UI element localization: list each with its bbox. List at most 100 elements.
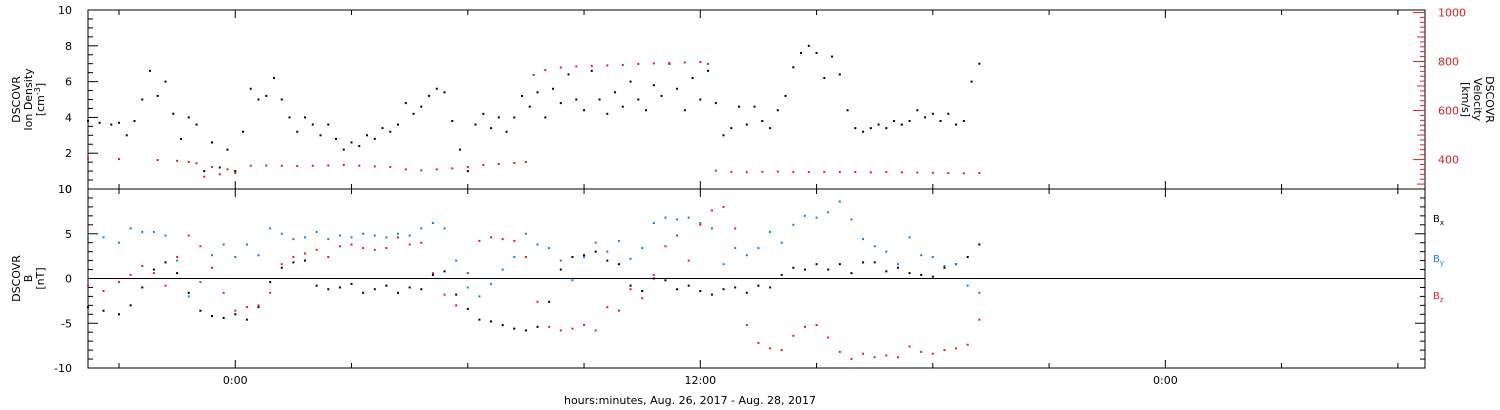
data-point xyxy=(257,304,260,307)
data-point xyxy=(962,172,965,175)
data-point xyxy=(304,236,307,239)
data-point xyxy=(234,172,237,175)
data-point xyxy=(420,169,423,172)
data-point xyxy=(738,105,741,108)
b-axis-title-line: B xyxy=(22,275,35,283)
data-point xyxy=(714,102,717,105)
data-point xyxy=(776,109,779,112)
data-point xyxy=(296,164,299,167)
data-point xyxy=(385,247,388,250)
data-point xyxy=(490,320,493,323)
legend-by: By xyxy=(1433,254,1444,267)
data-point xyxy=(87,284,89,287)
data-point xyxy=(335,137,338,140)
data-point xyxy=(970,80,973,83)
data-point xyxy=(164,284,167,287)
x-tick-label: 12:00 xyxy=(684,374,716,387)
top-plot-frame xyxy=(87,9,1426,190)
data-point xyxy=(850,358,853,361)
data-point xyxy=(482,163,485,166)
data-point xyxy=(947,112,950,115)
data-point xyxy=(780,273,783,276)
data-point xyxy=(722,288,725,291)
data-point xyxy=(222,243,225,246)
data-point xyxy=(373,234,376,237)
data-point xyxy=(187,291,190,294)
data-point xyxy=(966,256,969,259)
data-point xyxy=(257,306,260,309)
series-ion-density xyxy=(87,44,981,173)
data-point xyxy=(862,352,865,355)
data-point xyxy=(815,51,818,54)
data-point xyxy=(203,175,206,178)
data-point xyxy=(245,306,248,309)
data-point xyxy=(524,256,527,259)
data-point xyxy=(676,234,679,237)
data-point xyxy=(908,119,911,122)
data-point xyxy=(710,227,713,230)
data-point xyxy=(292,261,295,264)
data-point xyxy=(548,300,551,303)
data-point xyxy=(149,69,152,72)
data-point xyxy=(606,250,609,253)
data-point xyxy=(362,247,365,250)
data-point xyxy=(412,112,415,115)
data-point xyxy=(583,324,586,327)
data-point xyxy=(683,109,686,112)
data-point xyxy=(455,304,458,307)
data-point xyxy=(536,300,539,303)
data-point xyxy=(404,168,407,171)
data-point xyxy=(827,268,830,271)
data-point xyxy=(234,309,237,312)
data-point xyxy=(288,116,291,119)
data-point xyxy=(524,232,527,235)
data-point xyxy=(664,279,667,282)
data-point xyxy=(955,123,958,126)
data-point xyxy=(280,98,283,101)
data-point xyxy=(583,254,586,257)
data-point xyxy=(245,243,248,246)
data-point xyxy=(617,239,620,242)
data-point xyxy=(234,170,237,173)
data-point xyxy=(125,134,128,137)
data-point xyxy=(966,284,969,287)
data-point xyxy=(338,234,341,237)
density-y-tick-label: 2 xyxy=(65,147,72,160)
data-point xyxy=(218,166,221,169)
data-point xyxy=(838,263,841,266)
data-point xyxy=(978,62,981,65)
data-point xyxy=(466,165,469,168)
data-point xyxy=(513,116,516,119)
data-point xyxy=(753,105,756,108)
data-point xyxy=(269,281,272,284)
data-point xyxy=(784,94,787,97)
data-point xyxy=(249,164,252,167)
data-point xyxy=(311,164,314,167)
data-point xyxy=(931,171,934,174)
data-point xyxy=(710,293,713,296)
data-point xyxy=(877,123,880,126)
data-point xyxy=(792,266,795,269)
data-point xyxy=(652,62,655,65)
data-point xyxy=(664,216,667,219)
data-point xyxy=(513,256,516,259)
data-point xyxy=(637,98,640,101)
data-point xyxy=(908,345,911,348)
data-point xyxy=(641,247,644,250)
data-point xyxy=(195,162,198,165)
data-point xyxy=(885,171,888,174)
data-point xyxy=(544,69,547,72)
data-point xyxy=(199,309,202,312)
data-point xyxy=(373,288,376,291)
data-point xyxy=(164,80,167,83)
b-y-tick-label: 0 xyxy=(65,273,72,286)
data-point xyxy=(443,293,446,296)
data-point xyxy=(896,356,899,359)
data-point xyxy=(924,116,927,119)
data-point xyxy=(769,127,772,130)
data-point xyxy=(803,268,806,271)
data-point xyxy=(838,73,841,76)
data-point xyxy=(629,284,632,287)
data-point xyxy=(606,306,609,309)
data-point xyxy=(962,119,965,122)
